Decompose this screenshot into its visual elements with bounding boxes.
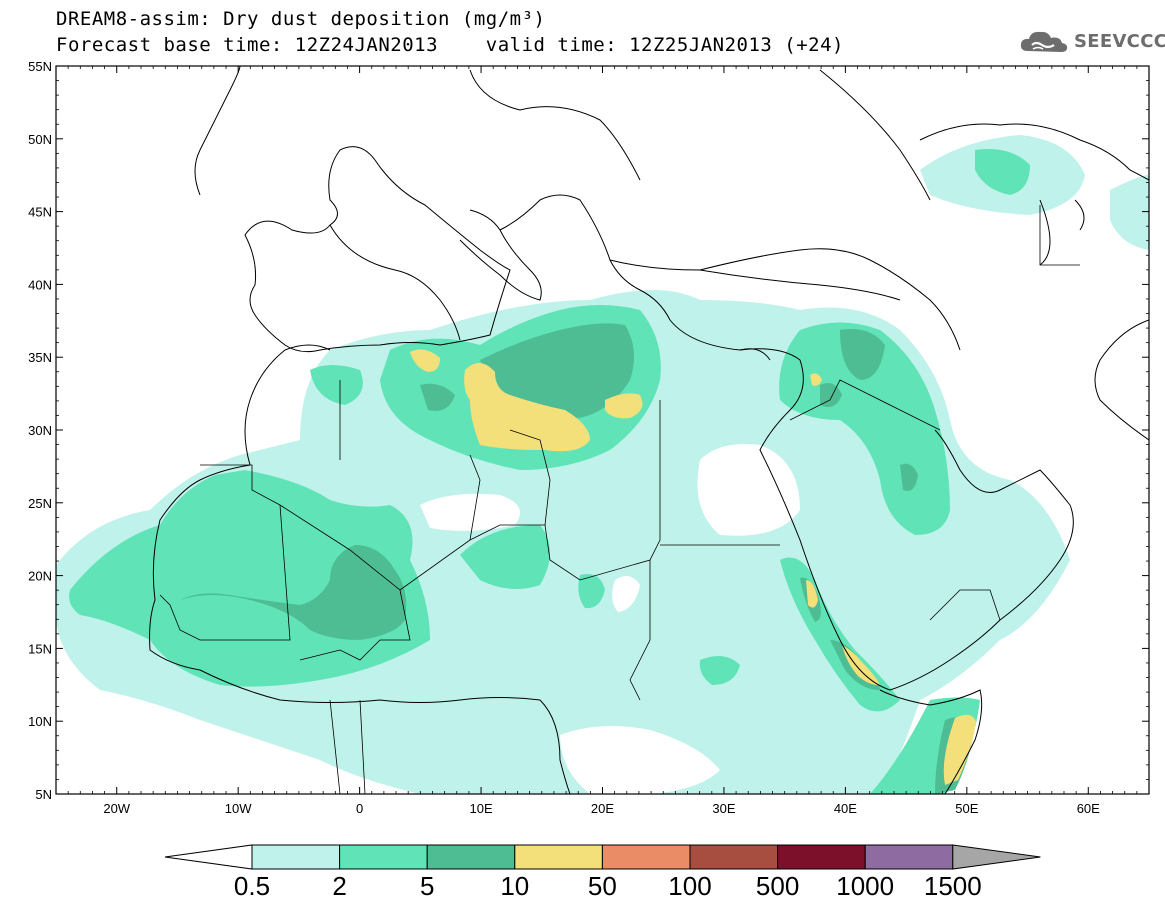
lat-tick-label: 30N — [28, 423, 52, 438]
lat-tick-label: 5N — [35, 787, 52, 802]
lon-tick-label: 50E — [955, 801, 978, 816]
colorbar — [164, 844, 1041, 870]
colorbar-label: 50 — [587, 871, 617, 901]
lat-tick-label: 20N — [28, 569, 52, 584]
coastlines-and-borders — [149, 66, 1149, 794]
colorbar-label: 10 — [500, 871, 530, 901]
map-subtitle: Forecast base time: 12Z24JAN2013 valid t… — [56, 34, 844, 56]
lon-tick-label: 0 — [356, 801, 363, 816]
country-borders — [159, 205, 1080, 794]
dust-field-none — [420, 426, 800, 794]
map-title: DREAM8-assim: Dry dust deposition (mg/m³… — [56, 8, 546, 30]
colorbar-segment — [426, 844, 516, 870]
lat-tick-label: 25N — [28, 496, 52, 511]
colorbar-label: 1000 — [836, 871, 895, 901]
dust-fields — [56, 135, 1149, 794]
lon-tick-label: 30E — [712, 801, 735, 816]
lon-tick-label: 10W — [225, 801, 252, 816]
colorbar-segment — [251, 844, 341, 870]
colorbar-segment — [864, 844, 954, 870]
dust-field-10 — [410, 349, 976, 785]
seevccc-logo: SEEVCCC — [1018, 26, 1165, 56]
lat-tick-label: 45N — [28, 205, 52, 220]
colorbar-label: 1500 — [923, 871, 982, 901]
lat-tick-label: 55N — [28, 59, 52, 74]
lon-tick-label: 40E — [834, 801, 857, 816]
colorbar-label: 500 — [755, 871, 800, 901]
cloud-icon — [1020, 31, 1068, 52]
colorbar-label: 2 — [332, 871, 347, 901]
colorbar-segment — [514, 844, 603, 870]
lon-tick-label: 60E — [1077, 801, 1100, 816]
colorbar-under-arrow — [164, 844, 253, 870]
dust-field-0.5 — [56, 135, 1149, 794]
lon-tick-label: 10E — [469, 801, 492, 816]
lat-tick-label: 15N — [28, 641, 52, 656]
colorbar-segment — [777, 844, 866, 870]
colorbar-segment — [339, 844, 428, 870]
lon-tick-label: 20W — [103, 801, 130, 816]
lon-tick-label: 20E — [591, 801, 614, 816]
colorbar-segment — [601, 844, 691, 870]
lat-tick-label: 50N — [28, 132, 52, 147]
colorbar-label: 5 — [419, 871, 435, 901]
lat-tick-label: 35N — [28, 350, 52, 365]
colorbar-segment — [689, 844, 779, 870]
lat-tick-label: 10N — [28, 714, 52, 729]
axis-ticks: 55N 50N 45N 40N 35N 30N 25N 20N 15N 10N 5N 20W 10W 0 1… — [28, 59, 1150, 816]
colorbar-label: 100 — [668, 871, 712, 901]
colorbar-over-arrow — [952, 844, 1041, 870]
colorbar-label: 0.5 — [233, 871, 271, 901]
lat-tick-label: 40N — [28, 277, 52, 292]
logo-text: SEEVCCC — [1074, 30, 1165, 52]
